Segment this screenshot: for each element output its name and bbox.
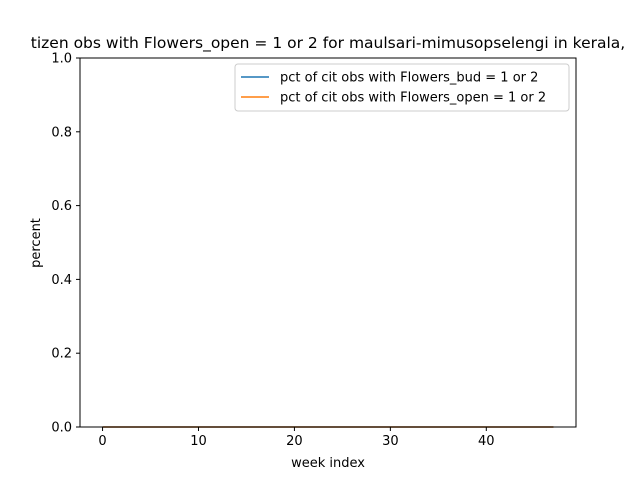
y-tick-label: 0.0 xyxy=(51,421,72,436)
x-axis-label: week index xyxy=(291,456,365,471)
y-tick-label: 1.0 xyxy=(51,52,72,67)
axes-frame xyxy=(79,57,577,428)
legend: pct of cit obs with Flowers_bud = 1 or 2… xyxy=(234,63,570,112)
y-tick-label: 0.8 xyxy=(51,125,72,140)
y-tick-label: 0.2 xyxy=(51,347,72,362)
x-tick-label: 30 xyxy=(382,434,399,449)
x-tick-label: 0 xyxy=(98,434,106,449)
y-axis-label: percent xyxy=(29,218,44,268)
axis-ticks: 0 10 20 30 40 0.0 0.2 0.4 0.6 0.8 1.0 xyxy=(51,52,494,450)
x-tick-label: 20 xyxy=(286,434,303,449)
chart-title: tizen obs with Flowers_open = 1 or 2 for… xyxy=(31,34,625,53)
legend-label-flowers-bud: pct of cit obs with Flowers_bud = 1 or 2 xyxy=(280,71,538,86)
legend-box xyxy=(234,63,570,112)
legend-label-flowers-open: pct of cit obs with Flowers_open = 1 or … xyxy=(280,91,546,106)
x-tick-label: 10 xyxy=(190,434,207,449)
y-tick-label: 0.4 xyxy=(51,273,72,288)
x-tick-label: 40 xyxy=(478,434,495,449)
y-tick-label: 0.6 xyxy=(51,199,72,214)
